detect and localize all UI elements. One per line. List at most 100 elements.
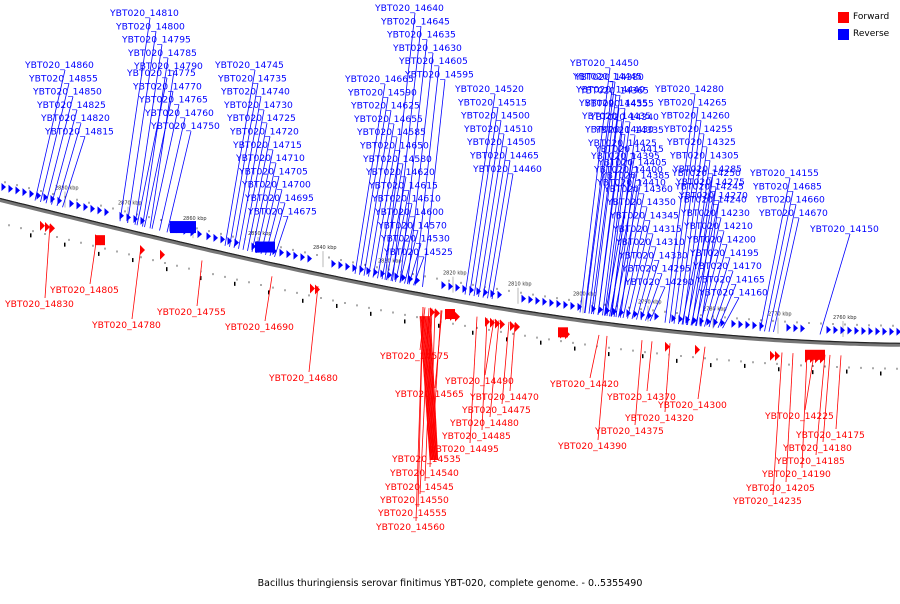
forward-gene-arrow: [140, 245, 145, 255]
reverse-gene-label: YBT020_14355: [584, 99, 654, 110]
reverse-gene-arrow: [536, 297, 541, 305]
reverse-gene-label: YBT020_14305: [669, 151, 739, 162]
forward-gene-label: YBT020_14420: [549, 379, 619, 390]
feature-mark: [302, 299, 304, 303]
feature-mark: [676, 359, 678, 363]
forward-gene-label: YBT020_14550: [379, 495, 449, 506]
forward-gene-label: YBT020_14470: [469, 392, 539, 403]
reverse-gene-label: YBT020_14515: [457, 97, 527, 108]
forward-gene-label: YBT020_14805: [49, 285, 119, 296]
reverse-gene-arrow: [332, 260, 337, 268]
reverse-gene-label: YBT020_14695: [244, 193, 314, 204]
reverse-gene-label: YBT020_14700: [241, 180, 311, 191]
reverse-gene-arrow: [890, 328, 895, 336]
reverse-gene-arrow: [484, 288, 489, 296]
forward-gene-arrow: [435, 308, 440, 318]
reverse-gene-arrow: [655, 312, 660, 320]
reverse-gene-label: YBT020_14525: [383, 247, 453, 258]
reverse-gene-arrow: [529, 296, 534, 304]
reverse-gene-arrow: [339, 261, 344, 269]
reverse-gene-arrow: [883, 328, 888, 336]
reverse-gene-arrow: [23, 188, 28, 196]
forward-gene-arrow: [50, 223, 55, 233]
reverse-gene-arrow: [198, 230, 203, 238]
reverse-gene-arrow: [869, 327, 874, 335]
reverse-gene-arrow: [70, 200, 75, 208]
reverse-gene-label: YBT020_14770: [132, 81, 202, 92]
reverse-gene-arrow: [848, 327, 853, 335]
reverse-gene-arrow: [416, 276, 421, 284]
reverse-gene-label: YBT020_14290: [624, 277, 694, 288]
forward-gene-arrow: [500, 319, 505, 329]
reverse-gene-arrow: [16, 186, 21, 194]
feature-mark: [540, 341, 542, 345]
reverse-gene-arrow: [721, 319, 726, 327]
forward-gene-arrow: [770, 351, 775, 361]
reverse-gene-label: YBT020_14630: [392, 43, 462, 54]
reverse-gene-label: YBT020_14655: [353, 114, 423, 125]
feature-mark: [846, 370, 848, 374]
reverse-gene-label: YBT020_14245: [674, 181, 744, 192]
reverse-gene-arrow: [641, 311, 646, 319]
reverse-gene-arrow: [9, 185, 14, 193]
forward-gene-label: YBT020_14390: [557, 441, 627, 452]
reverse-gene-label: YBT020_14600: [374, 207, 444, 218]
reverse-gene-label: YBT020_14650: [359, 141, 429, 152]
forward-gene-label: YBT020_14185: [775, 456, 845, 467]
reverse-gene-label: YBT020_14585: [356, 127, 426, 138]
reverse-gene-label: YBT020_14725: [226, 113, 296, 124]
forward-gene-label: YBT020_14475: [461, 405, 531, 416]
feature-mark: [98, 252, 100, 256]
reverse-gene-arrow: [346, 263, 351, 271]
reverse-gene-arrow: [627, 309, 632, 317]
feature-mark: [438, 324, 440, 328]
forward-leader-line: [647, 341, 652, 391]
reverse-gene-label: YBT020_14160: [698, 288, 768, 299]
reverse-gene-arrow: [360, 265, 365, 273]
forward-gene-label: YBT020_14205: [745, 483, 815, 494]
legend-item-reverse: Reverse: [838, 26, 900, 42]
forward-gene-block: [95, 235, 105, 245]
forward-gene-arrow: [515, 322, 520, 332]
forward-gene-arrow: [495, 319, 500, 329]
scale-label: 2800 kbp: [573, 291, 597, 297]
reverse-gene-label: YBT020_14635: [386, 30, 456, 41]
reverse-gene-arrow: [834, 326, 839, 334]
forward-gene-label: YBT020_14535: [391, 454, 461, 465]
forward-gene-arrow: [455, 312, 460, 322]
reverse-gene-arrow: [235, 239, 240, 247]
reverse-gene-label: YBT020_14625: [350, 101, 420, 112]
reverse-gene-label: YBT020_14615: [368, 180, 438, 191]
reverse-gene-label: YBT020_14705: [238, 166, 308, 177]
reverse-gene-arrow: [37, 192, 42, 200]
reverse-gene-arrow: [84, 203, 89, 211]
reverse-gene-arrow: [294, 252, 299, 260]
reverse-gene-arrow: [707, 318, 712, 326]
reverse-gene-arrow: [58, 197, 63, 205]
reverse-leader-line: [488, 161, 511, 299]
reverse-gene-label: YBT020_14750: [150, 121, 220, 132]
forward-gene-label: YBT020_14225: [764, 411, 834, 422]
forward-leader-line: [197, 261, 202, 306]
legend-item-forward: Forward: [838, 9, 900, 25]
reverse-leader-line: [723, 298, 740, 328]
reverse-gene-label: YBT020_14645: [380, 16, 450, 27]
reverse-gene-arrow: [862, 327, 867, 335]
reverse-gene-label: YBT020_14360: [603, 184, 673, 195]
reverse-gene-label: YBT020_14250: [671, 168, 741, 179]
reverse-gene-label: YBT020_14760: [144, 108, 214, 119]
reverse-gene-label: YBT020_14675: [247, 206, 317, 217]
feature-mark: [370, 312, 372, 316]
reverse-gene-arrow: [442, 281, 447, 289]
reverse-gene-label: YBT020_14855: [28, 73, 98, 84]
forward-swatch: [838, 12, 849, 23]
reverse-gene-label: YBT020_14850: [32, 87, 102, 98]
feature-mark: [642, 354, 644, 358]
reverse-gene-label: YBT020_14265: [657, 97, 727, 108]
reverse-gene-label: YBT020_14785: [127, 48, 197, 59]
reverse-gene-label: YBT020_14580: [362, 154, 432, 165]
reverse-gene-label: YBT020_14165: [695, 274, 765, 285]
reverse-gene-arrow: [280, 249, 285, 257]
